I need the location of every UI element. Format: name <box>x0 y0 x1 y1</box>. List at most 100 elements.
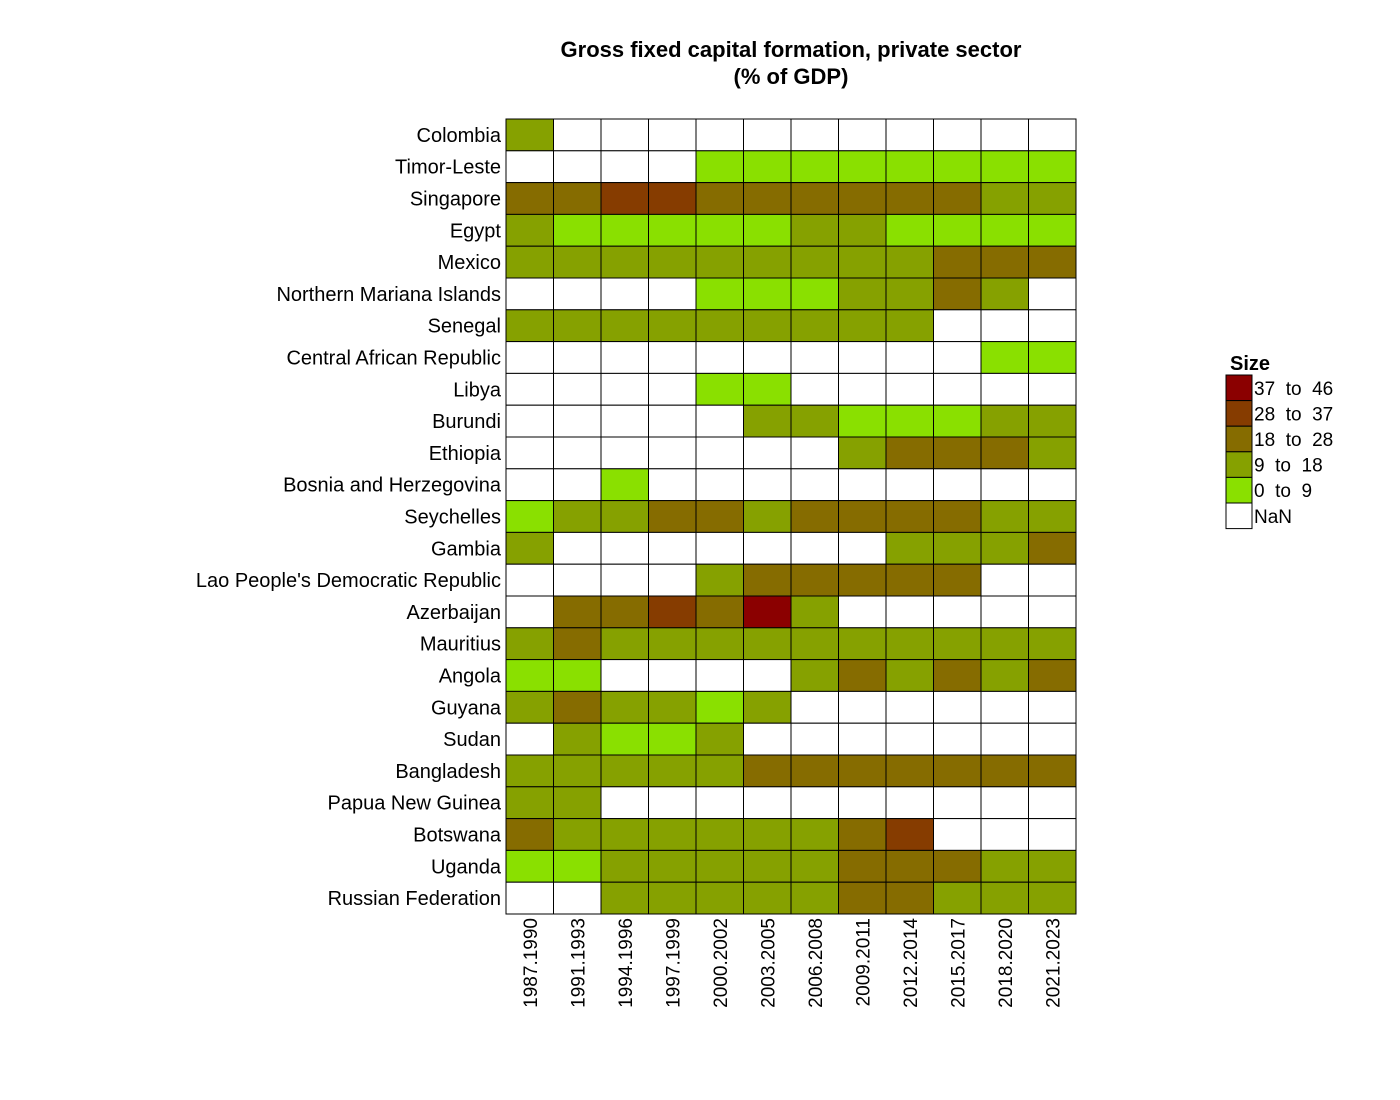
heatmap-cell <box>600 500 649 533</box>
heatmap-cell <box>600 818 649 851</box>
heatmap-cell <box>648 245 697 279</box>
heatmap-cell <box>790 277 839 311</box>
heatmap-cell <box>600 531 649 565</box>
legend-swatch <box>1225 374 1253 402</box>
row-label: Guyana <box>431 697 502 719</box>
heatmap-cell <box>838 563 887 597</box>
row-label: Lao People's Democratic Republic <box>196 570 501 592</box>
row-label: Bangladesh <box>395 761 501 783</box>
heatmap-cell <box>885 500 934 533</box>
row-label: Sudan <box>443 729 501 751</box>
heatmap-cell <box>505 468 554 502</box>
heatmap-cell <box>695 595 744 629</box>
heatmap-cell <box>553 118 602 152</box>
heatmap-cell <box>933 690 982 724</box>
heatmap-cell <box>600 309 649 343</box>
legend-swatch <box>1225 502 1253 530</box>
heatmap-cell <box>743 309 792 343</box>
heatmap-cell <box>743 182 792 215</box>
heatmap-cell <box>838 818 887 851</box>
heatmap-cell <box>885 309 934 343</box>
heatmap-cell <box>933 754 982 788</box>
heatmap-cell <box>695 786 744 820</box>
heatmap-cell <box>933 118 982 152</box>
legend-swatch <box>1225 425 1253 453</box>
heatmap-cell <box>553 595 602 629</box>
heatmap-cell <box>695 690 744 724</box>
heatmap-cell <box>743 690 792 724</box>
column-label: 2000.2002 <box>711 918 732 1008</box>
heatmap-cell <box>790 309 839 343</box>
heatmap-cell <box>743 341 792 374</box>
row-label: Ethiopia <box>429 443 502 465</box>
heatmap-cell <box>505 595 554 629</box>
heatmap-cell <box>980 182 1029 215</box>
heatmap-cell <box>695 818 744 851</box>
heatmap-cell <box>790 818 839 851</box>
heatmap-cell <box>695 341 744 374</box>
heatmap-cell <box>695 531 744 565</box>
heatmap-cell <box>885 245 934 279</box>
heatmap-cell <box>695 150 744 184</box>
heatmap-cell <box>838 849 887 883</box>
heatmap-cell <box>505 690 554 724</box>
heatmap-cell <box>600 245 649 279</box>
heatmap-cell <box>885 754 934 788</box>
heatmap-cell <box>743 818 792 851</box>
heatmap-cell <box>505 722 554 756</box>
heatmap-cell <box>695 468 744 502</box>
heatmap-cell <box>885 690 934 724</box>
legend: Size 37 to 46 28 to 37 18 to 28 9 to 18 0 to… <box>1225 353 1333 530</box>
heatmap-cell <box>838 309 887 343</box>
heatmap-cell <box>695 659 744 692</box>
heatmap-cell <box>790 500 839 533</box>
heatmap-cell <box>553 849 602 883</box>
heatmap-cell <box>505 818 554 851</box>
heatmap-cell <box>933 372 982 406</box>
heatmap-cell <box>980 563 1029 597</box>
heatmap-cell <box>790 468 839 502</box>
heatmap-cell <box>885 372 934 406</box>
column-label: 1997.1999 <box>663 918 684 1008</box>
row-label: Botswana <box>413 825 502 847</box>
heatmap-cell <box>980 150 1029 184</box>
heatmap-cell <box>743 118 792 152</box>
row-label: Northern Mariana Islands <box>276 284 501 306</box>
heatmap-cell <box>838 659 887 692</box>
heatmap-cell <box>505 213 554 247</box>
row-label: Colombia <box>417 125 502 147</box>
heatmap-cell <box>743 563 792 597</box>
heatmap-cell <box>790 595 839 629</box>
row-label: Mauritius <box>420 634 501 656</box>
heatmap-cell <box>648 150 697 184</box>
heatmap-cell <box>1028 563 1077 597</box>
heatmap-cell <box>885 627 934 661</box>
heatmap-cell <box>933 627 982 661</box>
heatmap-cell <box>648 118 697 152</box>
heatmap-cell <box>695 372 744 406</box>
column-label: 2021.2023 <box>1043 918 1064 1008</box>
heatmap-cell <box>933 150 982 184</box>
heatmap-cell <box>695 500 744 533</box>
heatmap-cell <box>790 182 839 215</box>
column-label: 2018.2020 <box>996 918 1017 1008</box>
heatmap-cell <box>885 881 934 915</box>
heatmap-cell <box>838 722 887 756</box>
heatmap-cell <box>980 531 1029 565</box>
heatmap-cell <box>505 341 554 374</box>
heatmap-cell <box>790 849 839 883</box>
heatmap-cell <box>648 786 697 820</box>
heatmap-cell <box>980 245 1029 279</box>
heatmap-cell <box>600 563 649 597</box>
heatmap-cell <box>600 659 649 692</box>
heatmap-cell <box>505 277 554 311</box>
heatmap-cell <box>885 818 934 851</box>
heatmap-cell <box>600 627 649 661</box>
heatmap-cell <box>648 754 697 788</box>
heatmap-cell <box>885 849 934 883</box>
heatmap-cell <box>980 818 1029 851</box>
heatmap-cell <box>743 245 792 279</box>
heatmap-cell <box>980 595 1029 629</box>
heatmap-cell <box>838 436 887 470</box>
heatmap-cell <box>743 786 792 820</box>
